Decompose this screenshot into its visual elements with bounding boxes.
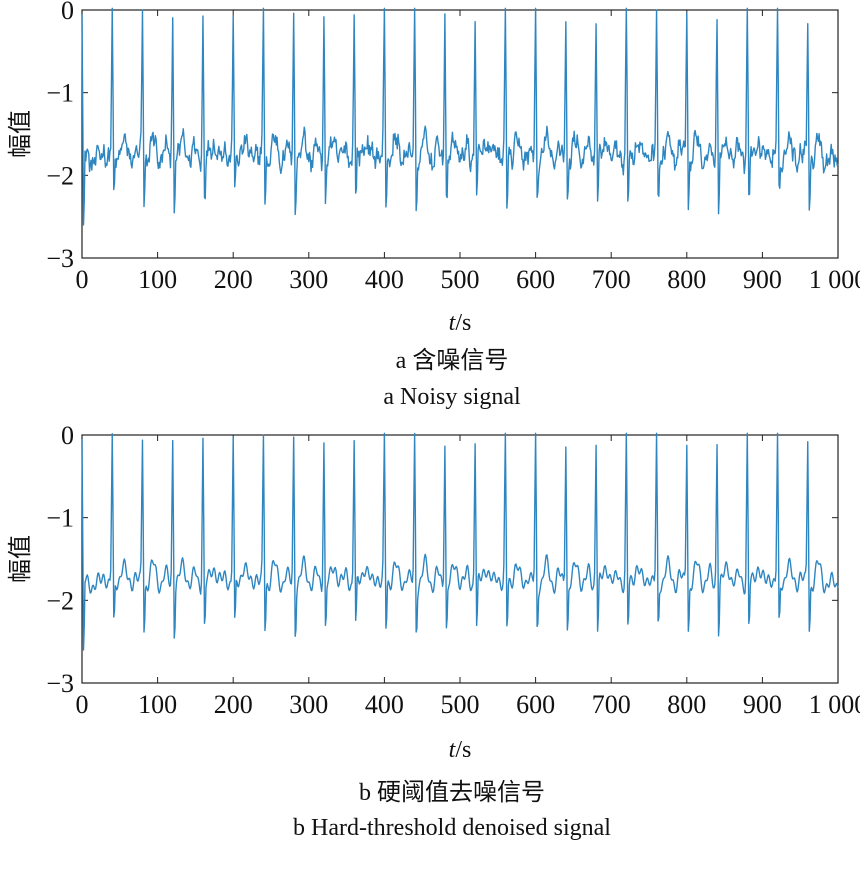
x-tick-label: 200 [214,690,253,719]
x-tick-label: 300 [289,690,328,719]
plot-area: 0 100 200 300 400 500 600 700 800 900 1 000 0 −1 −2 −3 [46,0,860,294]
y-tick-label: −2 [46,586,74,615]
y-tick-label: 0 [61,0,74,25]
x-axis-label: t/s [449,310,472,336]
y-axis-label: 幅值 [7,110,34,158]
y-tick-label: −1 [46,79,74,108]
x-tick-label: 200 [214,265,253,294]
plot-frame [81,9,839,259]
signal-line [81,7,839,226]
x-tick-label: 0 [76,265,89,294]
x-tick-label: 300 [289,265,328,294]
x-tick-label: 600 [516,265,555,294]
chart-panel-a: 0 100 200 300 400 500 600 700 800 900 1 000 0 −1 −2 −3… [7,0,860,410]
x-tick-label: 700 [592,690,631,719]
x-tick-label: 600 [516,690,555,719]
x-tick-label: 1 000 [809,265,860,294]
x-tick-label: 1 000 [809,690,860,719]
caption-english: a Noisy signal [383,384,521,410]
plot-area: 0 100 200 300 400 500 600 700 800 900 1 000 0 −1 −2 −3 [46,421,860,719]
x-tick-label: 900 [743,690,782,719]
caption-english: b Hard-threshold denoised signal [293,815,611,841]
y-tick-label: −1 [46,504,74,533]
x-tick-label: 500 [441,690,480,719]
x-tick-label: 400 [365,265,404,294]
y-tick-label: −3 [46,669,74,698]
y-tick-label: −3 [46,244,74,273]
x-tick-label: 100 [138,265,177,294]
x-axis-label: t/s [449,737,472,763]
x-tick-label: 800 [667,265,706,294]
x-tick-label: 0 [76,690,89,719]
x-tick-label: 900 [743,265,782,294]
y-tick-label: −2 [46,161,74,190]
x-tick-label: 100 [138,690,177,719]
x-tick-label: 400 [365,690,404,719]
y-tick-label: 0 [61,421,74,450]
x-tick-label: 700 [592,265,631,294]
chart-panel-b: 0 100 200 300 400 500 600 700 800 900 1 000 0 −1 −2 −3… [7,421,860,841]
x-tick-label: 800 [667,690,706,719]
plot-frame [81,434,839,684]
caption-chinese: a 含噪信号 [396,347,509,374]
y-axis-label: 幅值 [7,535,34,583]
signal-line [81,432,839,651]
caption-chinese: b 硬阈值去噪信号 [359,779,545,806]
x-tick-label: 500 [441,265,480,294]
